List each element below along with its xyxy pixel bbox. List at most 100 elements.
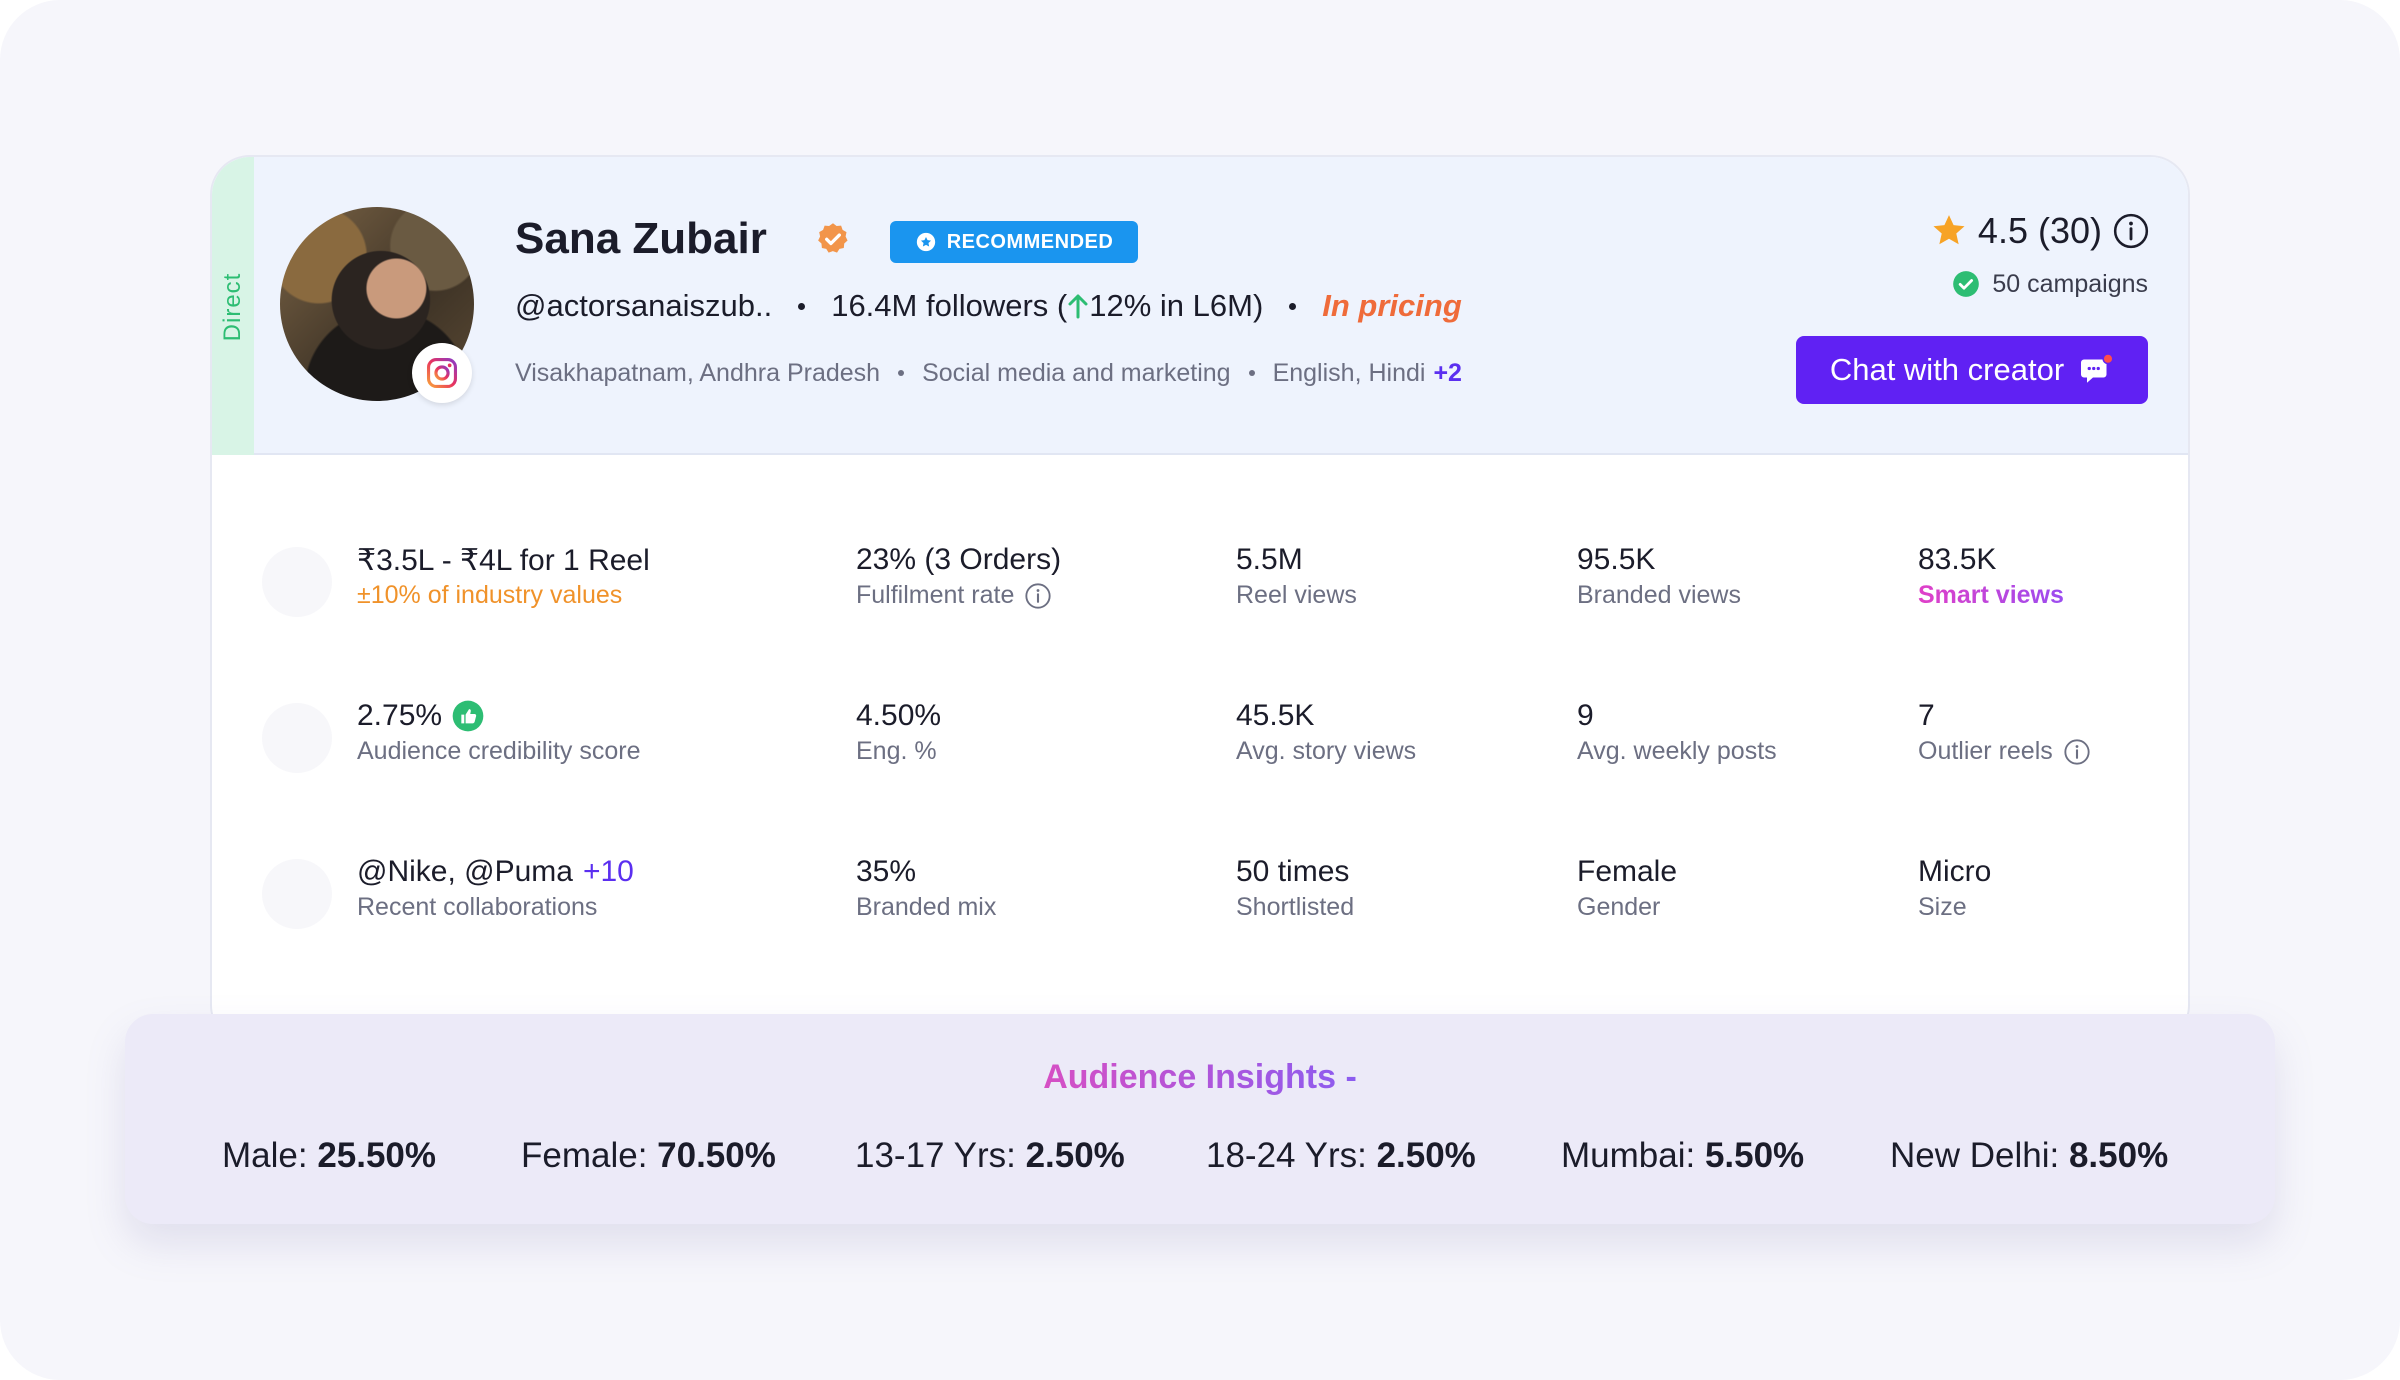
stat-value-row: @Nike, @Puma +10: [357, 851, 634, 893]
audience-insights-panel: Audience Insights - Male: 25.50% Female:…: [125, 1014, 2275, 1224]
star-circle-icon: [916, 232, 935, 252]
stat-label: Avg. story views: [1236, 737, 1417, 765]
stat-shortlisted: 50 times Shortlisted: [1236, 851, 1354, 922]
creator-handle[interactable]: @actorsanaiszub..: [515, 288, 773, 323]
stat-value: 50 times: [1236, 855, 1350, 888]
stat-value: @Nike, @Puma: [357, 855, 573, 888]
separator-dot: [798, 302, 806, 310]
growth-indicator: 12% in L6M): [1067, 288, 1263, 324]
insight-value: 2.50%: [1376, 1136, 1476, 1175]
stat-value: 35%: [856, 855, 917, 888]
stats-row: 2.75% Audience credibility score 4.50% E…: [212, 695, 2188, 785]
stat-smart-views: 83.5K Smart views: [1918, 539, 2064, 610]
location: Visakhapatnam, Andhra Pradesh: [515, 358, 881, 387]
stat-engagement: 4.50% Eng. %: [856, 695, 941, 766]
instagram-icon[interactable]: [412, 343, 472, 403]
separator-dot: [1248, 370, 1255, 376]
row-icon: [262, 547, 332, 617]
stat-value: 45.5K: [1236, 699, 1315, 732]
creator-card: Direct Sana Zubair: [210, 155, 2190, 1045]
stat-label: Size: [1918, 893, 1967, 921]
pricing-status: In pricing: [1322, 288, 1462, 323]
handle-line: @actorsanaiszub.. 16.4M followers ( 12% …: [515, 283, 1462, 329]
row-icon: [262, 703, 332, 773]
stat-value: 23% (3 Orders): [856, 543, 1062, 576]
collaborations-more[interactable]: +10: [582, 855, 634, 888]
stat-outlier-reels: 7 Outlier reels: [1918, 695, 2091, 766]
chat-bubble-icon: [2081, 353, 2114, 383]
stat-value: 83.5K: [1918, 543, 1997, 576]
insight-value: 70.50%: [657, 1136, 776, 1175]
insight-value: 8.50%: [2068, 1136, 2169, 1175]
meta-line: Visakhapatnam, Andhra Pradesh Social med…: [515, 353, 1462, 393]
star-icon: [1933, 215, 1965, 245]
languages: English, Hindi: [1272, 358, 1426, 387]
insight-new-delhi: New Delhi: 8.50%: [1890, 1136, 2168, 1176]
insight-value: 2.50%: [1025, 1136, 1125, 1175]
stat-value: Micro: [1918, 855, 1992, 888]
verified-badge-icon: [815, 221, 851, 262]
stat-value: 7: [1918, 699, 1935, 732]
insight-label: Female:: [521, 1136, 658, 1175]
row-icon: [262, 859, 332, 929]
insight-label: 13-17 Yrs:: [855, 1136, 1026, 1175]
insight-label: Male:: [222, 1136, 318, 1175]
stat-value: ₹3.5L - ₹4L for 1 Reel: [357, 543, 650, 577]
growth-text: 12% in L6M): [1089, 288, 1264, 323]
languages-more[interactable]: +2: [1433, 358, 1462, 387]
thumbs-up-icon: [452, 700, 484, 732]
stat-reel-views: 5.5M Reel views: [1236, 539, 1357, 610]
info-icon[interactable]: [2112, 212, 2150, 250]
info-icon[interactable]: [2063, 738, 2091, 766]
followers-count: 16.4M followers (: [831, 288, 1068, 323]
insights-title-text: Audience Insights -: [1043, 1058, 1357, 1096]
chat-button-label: Chat with creator: [1829, 352, 2065, 387]
stat-label: Audience credibility score: [357, 737, 641, 765]
campaigns-count: 50 campaigns: [1952, 267, 2148, 301]
insight-female: Female: 70.50%: [521, 1136, 776, 1176]
stat-value: 2.75%: [357, 699, 443, 732]
recommended-label: RECOMMENDED: [946, 230, 1114, 253]
stat-branded-mix: 35% Branded mix: [856, 851, 996, 922]
creator-header: Direct Sana Zubair: [212, 157, 2188, 455]
stat-value: 9: [1577, 699, 1594, 732]
insight-label: 18-24 Yrs:: [1206, 1136, 1377, 1175]
stat-label-row: Outlier reels: [1918, 737, 2091, 766]
stat-weekly-posts: 9 Avg. weekly posts: [1577, 695, 1777, 766]
stat-label: Branded mix: [856, 893, 997, 921]
campaigns-label: 50 campaigns: [1992, 269, 2148, 298]
info-icon[interactable]: [1024, 582, 1052, 610]
stat-credibility: 2.75% Audience credibility score: [357, 695, 640, 766]
insight-label: Mumbai:: [1561, 1136, 1705, 1175]
stat-size: Micro Size: [1918, 851, 1991, 922]
insight-label: New Delhi:: [1890, 1136, 2069, 1175]
stat-value: 4.50%: [856, 699, 942, 732]
stat-pricing: ₹3.5L - ₹4L for 1 Reel ±10% of industry …: [357, 539, 650, 610]
direct-label: Direct: [219, 272, 246, 342]
chat-with-creator-button[interactable]: Chat with creator: [1796, 336, 2148, 404]
stat-collaborations: @Nike, @Puma +10 Recent collaborations: [357, 851, 634, 922]
separator-dot: [898, 370, 905, 376]
stat-label: Shortlisted: [1236, 893, 1355, 921]
insights-title: Audience Insights -: [125, 1058, 2275, 1097]
stat-label: Reel views: [1236, 581, 1357, 609]
category: Social media and marketing: [922, 358, 1231, 387]
insight-age-13-17: 13-17 Yrs: 2.50%: [855, 1136, 1125, 1176]
insight-mumbai: Mumbai: 5.50%: [1561, 1136, 1804, 1176]
rating-value: 4.5 (30): [1977, 210, 2102, 251]
insight-value: 5.50%: [1704, 1136, 1805, 1175]
insight-age-18-24: 18-24 Yrs: 2.50%: [1206, 1136, 1476, 1176]
stat-label: Outlier reels: [1918, 737, 2053, 765]
stat-fulfilment: 23% (3 Orders) Fulfilment rate: [856, 539, 1061, 610]
stat-value: Female: [1577, 855, 1678, 888]
check-circle-icon: [1953, 271, 1980, 297]
stat-label: Smart views: [1918, 581, 2064, 609]
stat-label: Fulfilment rate: [856, 581, 1015, 609]
insight-male: Male: 25.50%: [222, 1136, 436, 1176]
stat-gender: Female Gender: [1577, 851, 1677, 922]
stats-row: ₹3.5L - ₹4L for 1 Reel ±10% of industry …: [212, 539, 2188, 629]
insight-value: 25.50%: [317, 1136, 437, 1175]
stat-label: Branded views: [1577, 581, 1741, 609]
stat-value: 5.5M: [1236, 543, 1303, 576]
creator-name[interactable]: Sana Zubair: [515, 214, 767, 263]
